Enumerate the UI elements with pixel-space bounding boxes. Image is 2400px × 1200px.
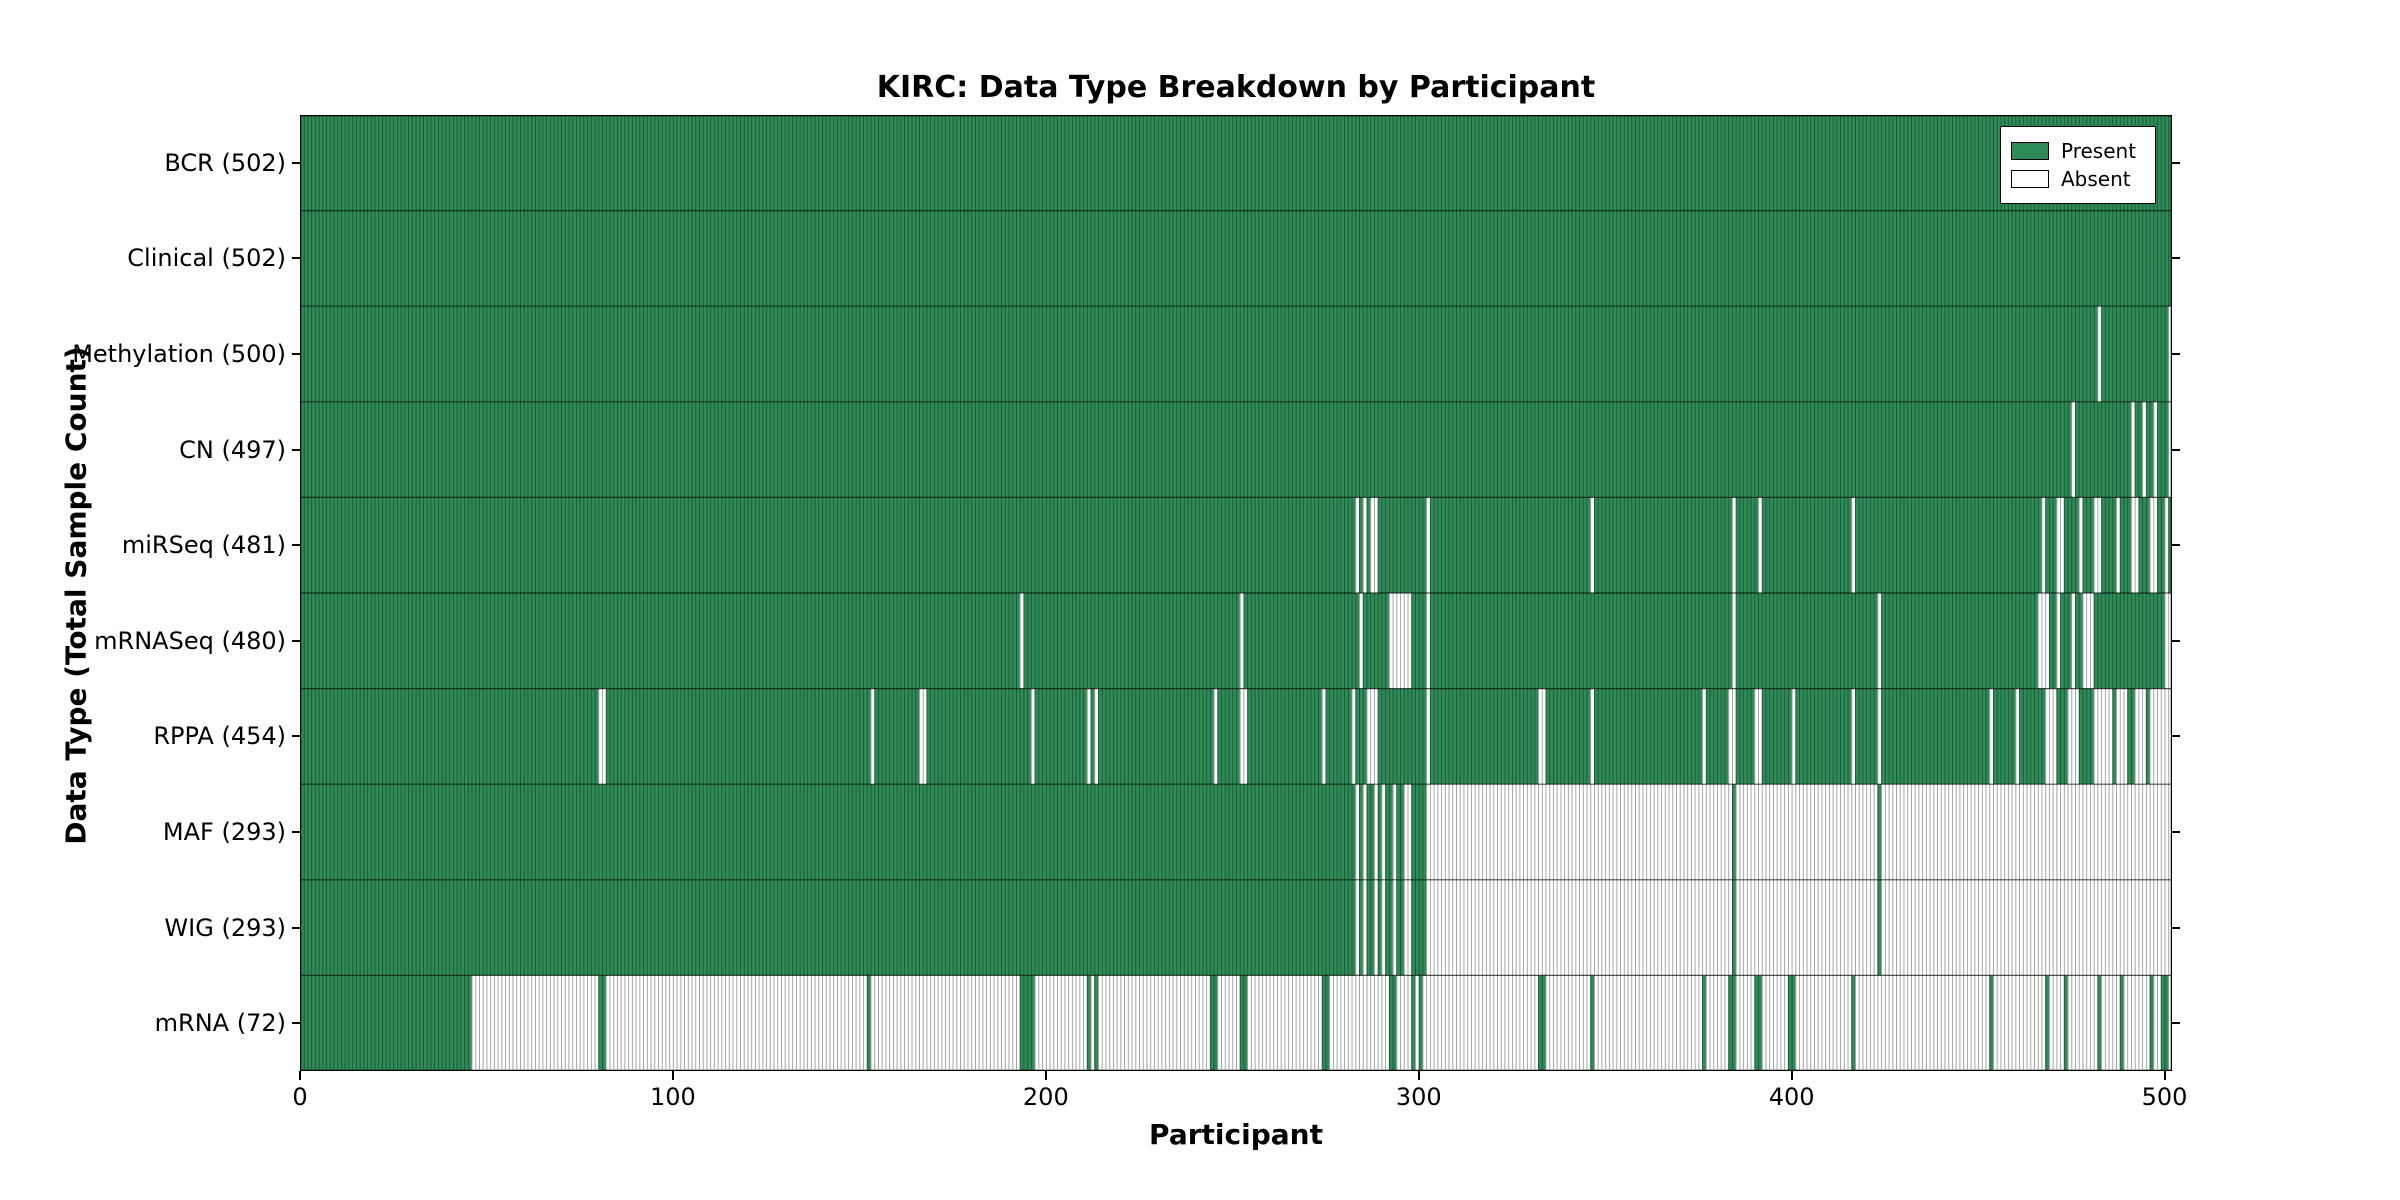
y-tick-mark [2172,735,2180,738]
x-tick-label: 100 [650,1083,696,1111]
y-tick-mark [292,1022,300,1025]
row-label: RPPA (454) [153,722,286,751]
y-tick-mark [2172,926,2180,929]
y-tick-mark [292,544,300,547]
x-tick-mark [299,1071,301,1080]
legend-entry-present: Present [2011,139,2145,163]
x-tick-mark [1790,1071,1793,1080]
row-label: BCR (502) [164,148,286,177]
present-swatch-icon [2011,142,2049,160]
chart-title: KIRC: Data Type Breakdown by Participant [876,70,1596,105]
x-tick-mark [1044,1071,1047,1080]
y-tick-mark [2172,257,2180,260]
y-tick-mark [292,257,300,260]
y-tick-mark [2172,1022,2180,1025]
row-label: MAF (293) [162,818,286,846]
heatmap-plot [300,115,2172,1071]
x-tick-mark [2163,1071,2166,1080]
x-tick-label: 300 [1395,1083,1442,1111]
row-label: mRNA (72) [154,1009,286,1038]
x-tick-mark [671,1071,674,1080]
y-tick-mark [2172,161,2180,164]
x-tick-label: 500 [2141,1083,2188,1111]
row-label: WIG (293) [164,913,286,942]
y-tick-mark [292,831,300,833]
x-tick-label: 200 [1022,1083,1069,1111]
legend-entry-absent: Absent [2011,167,2145,191]
x-tick-label: 0 [292,1083,308,1111]
legend: Present Absent [2000,126,2156,204]
heatmap-svg [300,115,2172,1071]
y-tick-mark [292,735,300,738]
y-tick-mark [292,639,300,642]
row-label: mRNASeq (480) [94,626,286,655]
y-tick-mark [2172,544,2180,547]
x-tick-mark [1417,1071,1420,1080]
y-tick-mark [2172,639,2180,642]
y-tick-mark [292,926,300,929]
y-tick-mark [292,353,300,355]
x-axis-label: Participant [1149,1118,1323,1151]
y-tick-mark [2172,448,2180,451]
x-tick-label: 400 [1768,1083,1815,1111]
legend-label-absent: Absent [2061,167,2131,191]
row-label: Methylation (500) [72,340,286,368]
row-label: miRSeq (481) [121,531,286,560]
y-tick-mark [2172,831,2180,833]
legend-label-present: Present [2061,139,2137,163]
row-label: CN (497) [179,435,286,464]
y-tick-mark [292,448,300,451]
absent-swatch-icon [2011,170,2049,188]
row-label: Clinical (502) [127,244,286,273]
y-tick-mark [292,161,300,164]
y-tick-mark [2172,353,2180,355]
